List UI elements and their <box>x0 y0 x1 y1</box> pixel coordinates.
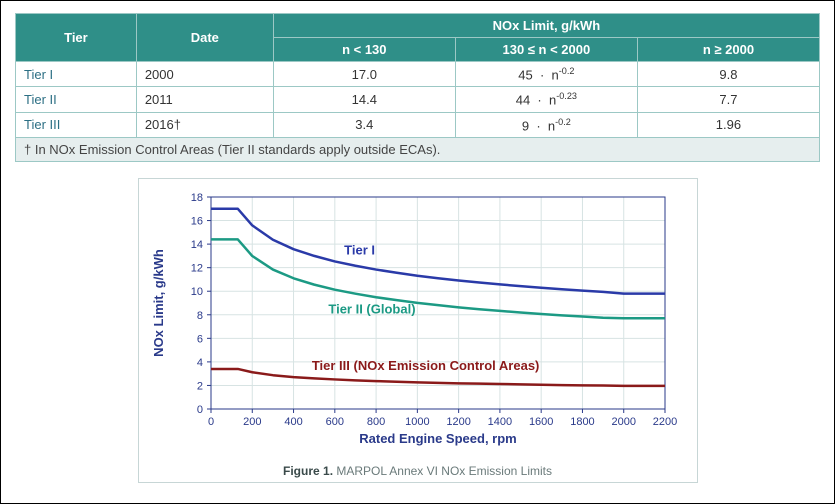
table-row: Tier I200017.045 · n-0.29.8 <box>16 62 820 87</box>
ytick-label: 6 <box>196 333 202 345</box>
ytick-label: 14 <box>190 239 202 251</box>
ytick-label: 8 <box>196 310 202 322</box>
y-axis-label: NOx Limit, g/kWh <box>151 249 166 357</box>
chart-container: 0 2 4 6 8 10 12 14 16 18 0 200 400 600 800 1000 1200 1400… <box>138 178 698 483</box>
xtick-label: 1200 <box>446 416 470 428</box>
cell-high: 7.7 <box>637 87 819 112</box>
ytick-label: 10 <box>190 286 202 298</box>
cell-low: 14.4 <box>273 87 455 112</box>
xtick-label: 2200 <box>652 416 676 428</box>
th-tier: Tier <box>16 14 137 62</box>
xtick-label: 800 <box>366 416 384 428</box>
table-footnote: † In NOx Emission Control Areas (Tier II… <box>16 137 820 161</box>
xtick-label: 2000 <box>611 416 635 428</box>
cell-mid: 9 · n-0.2 <box>455 112 637 137</box>
xtick-label: 0 <box>207 416 213 428</box>
th-col-high: n ≥ 2000 <box>637 38 819 62</box>
caption-prefix: Figure 1. <box>283 464 333 478</box>
x-axis-label: Rated Engine Speed, rpm <box>359 431 516 446</box>
xtick-label: 200 <box>243 416 261 428</box>
table-row: Tier II201114.444 · n-0.237.7 <box>16 87 820 112</box>
cell-tier: Tier II <box>16 87 137 112</box>
th-col-mid: 130 ≤ n < 2000 <box>455 38 637 62</box>
cell-high: 9.8 <box>637 62 819 87</box>
nox-chart: 0 2 4 6 8 10 12 14 16 18 0 200 400 600 800 1000 1200 1400… <box>145 185 685 455</box>
table-footnote-row: † In NOx Emission Control Areas (Tier II… <box>16 137 820 161</box>
xtick-label: 1400 <box>487 416 511 428</box>
ytick-label: 2 <box>196 380 202 392</box>
ytick-label: 0 <box>196 404 202 416</box>
cell-date: 2000 <box>136 62 273 87</box>
cell-mid: 44 · n-0.23 <box>455 87 637 112</box>
figure-caption: Figure 1. MARPOL Annex VI NOx Emission L… <box>145 464 691 478</box>
table-row: Tier III2016†3.49 · n-0.21.96 <box>16 112 820 137</box>
caption-text: MARPOL Annex VI NOx Emission Limits <box>333 464 552 478</box>
cell-date: 2016† <box>136 112 273 137</box>
ytick-label: 16 <box>190 216 202 228</box>
cell-low: 3.4 <box>273 112 455 137</box>
ytick-label: 12 <box>190 263 202 275</box>
th-nox-group: NOx Limit, g/kWh <box>273 14 819 38</box>
xtick-label: 400 <box>284 416 302 428</box>
th-col-low: n < 130 <box>273 38 455 62</box>
xtick-label: 600 <box>325 416 343 428</box>
series-label: Tier II (Global) <box>328 302 415 317</box>
xtick-label: 1600 <box>528 416 552 428</box>
ytick-label: 4 <box>196 357 202 369</box>
xtick-label: 1800 <box>570 416 594 428</box>
ytick-label: 18 <box>190 192 202 204</box>
nox-limits-table: Tier Date NOx Limit, g/kWh n < 130 130 ≤… <box>15 13 820 162</box>
cell-date: 2011 <box>136 87 273 112</box>
series-label: Tier III (NOx Emission Control Areas) <box>311 358 539 373</box>
xtick-label: 1000 <box>405 416 429 428</box>
cell-high: 1.96 <box>637 112 819 137</box>
cell-mid: 45 · n-0.2 <box>455 62 637 87</box>
cell-tier: Tier III <box>16 112 137 137</box>
cell-low: 17.0 <box>273 62 455 87</box>
series-label: Tier I <box>344 243 375 258</box>
th-date: Date <box>136 14 273 62</box>
cell-tier: Tier I <box>16 62 137 87</box>
